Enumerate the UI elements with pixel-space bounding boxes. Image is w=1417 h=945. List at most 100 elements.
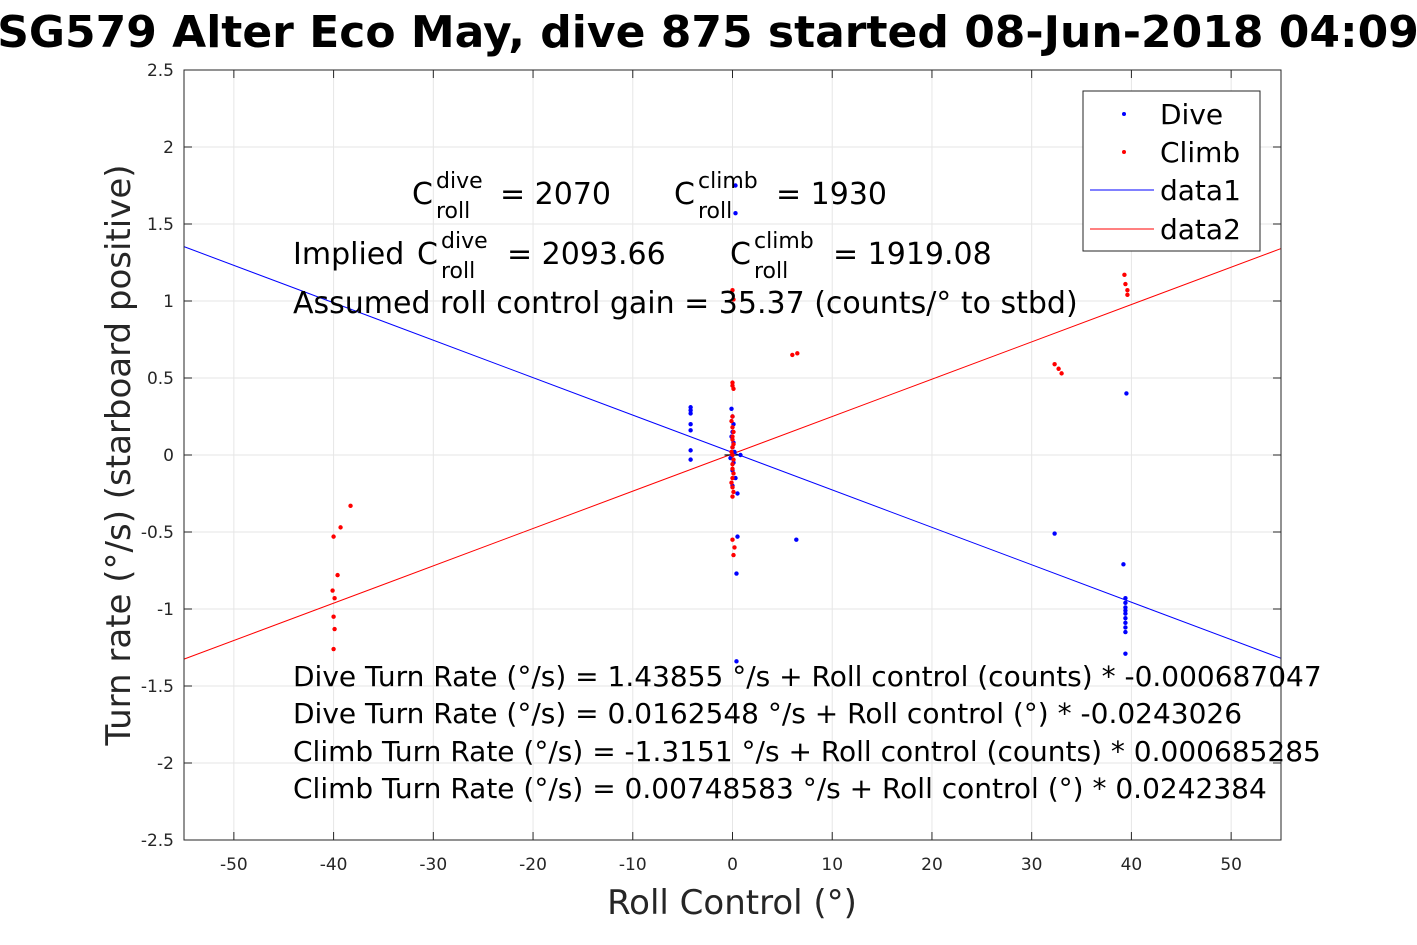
c-roll-dive-annotation: C dive roll = 2070 [412, 169, 611, 224]
x-tick-label: -20 [519, 855, 547, 875]
y-tick-label: 0 [163, 446, 174, 466]
point-climb [731, 386, 736, 391]
y-tick-label: 0.5 [147, 369, 174, 389]
implied-climb-annotation: C climb roll = 1919.08 [730, 229, 992, 284]
legend-marker-dive [1122, 112, 1126, 116]
point-dive [688, 422, 693, 427]
point-dive [794, 537, 799, 542]
point-dive [733, 183, 738, 188]
sup-dive: dive [441, 229, 488, 254]
y-tick-label: -1.5 [141, 677, 174, 697]
point-climb [730, 475, 735, 481]
y-tick-label: -0.5 [141, 523, 174, 543]
point-climb [730, 414, 735, 419]
point-climb [730, 380, 735, 385]
point-dive [1123, 616, 1128, 621]
legend-marker-climb [1122, 150, 1126, 154]
equation-dive-degrees: Dive Turn Rate (°/s) = 0.0162548 °/s + R… [293, 697, 1242, 730]
x-ticks: -50 -40 -30 -20 -10 0 10 20 30 40 50 [220, 70, 1242, 875]
data-points [330, 183, 1130, 664]
sub-roll: roll [754, 259, 788, 284]
x-tick-label: 50 [1220, 855, 1242, 875]
point-dive [1052, 531, 1057, 536]
point-climb [331, 614, 336, 619]
point-climb [1052, 361, 1057, 367]
point-climb [730, 494, 735, 499]
point-dive [1123, 651, 1128, 656]
point-climb [331, 534, 336, 539]
point-climb [1125, 292, 1130, 298]
implied-label: Implied [293, 237, 404, 272]
c-letter: C [730, 237, 751, 272]
point-dive [688, 428, 693, 433]
legend-box [1082, 90, 1261, 252]
sup-climb: climb [754, 229, 814, 254]
point-climb [338, 525, 343, 530]
point-climb [731, 471, 736, 476]
point-climb [1123, 281, 1128, 287]
c-letter: C [412, 177, 433, 212]
x-tick-label: -50 [220, 855, 248, 875]
point-climb [730, 485, 735, 490]
point-dive [1123, 611, 1128, 616]
point-climb [730, 452, 735, 458]
point-climb [332, 596, 337, 601]
chart-title: SG579 Alter Eco May, dive 875 started 08… [0, 7, 1417, 58]
point-dive [1123, 629, 1128, 635]
axes-box [183, 69, 1282, 841]
y-axis-label: Turn rate (°/s) (starboard positive) [99, 164, 139, 746]
point-dive [1123, 596, 1128, 601]
point-climb [731, 457, 736, 462]
x-tick-label: -40 [320, 855, 348, 875]
point-climb [732, 545, 737, 550]
legend-label-dive: Dive [1160, 98, 1223, 131]
legend-label-data1: data1 [1160, 174, 1241, 207]
implied-climb-value: = 1919.08 [833, 237, 992, 272]
y-tick-label: 2.5 [147, 61, 174, 81]
sup-climb: climb [698, 169, 758, 194]
y-ticks: -2.5 -2 -1.5 -1 -0.5 0 0.5 1 1.5 2 2.5 [141, 61, 1281, 851]
point-dive [688, 405, 693, 410]
point-dive [1123, 625, 1128, 630]
x-tick-label: 0 [727, 855, 738, 875]
legend: Dive Climb data1 data2 [1082, 90, 1261, 252]
x-tick-label: -30 [419, 855, 447, 875]
point-dive [734, 571, 739, 576]
point-dive [688, 408, 693, 413]
point-climb [330, 588, 335, 593]
point-climb [731, 489, 736, 495]
point-dive [738, 452, 743, 458]
point-climb [1056, 366, 1061, 371]
point-climb [731, 429, 736, 435]
x-tick-label: -10 [619, 855, 647, 875]
x-tick-label: 10 [821, 855, 843, 875]
c-roll-dive-value: = 2070 [500, 177, 611, 212]
legend-label-data2: data2 [1160, 213, 1241, 246]
x-tick-label: 30 [1021, 855, 1043, 875]
sup-dive: dive [436, 169, 483, 194]
gain-annotation: Assumed roll control gain = 35.37 (count… [293, 286, 1078, 321]
point-dive [1121, 562, 1126, 567]
point-dive [1123, 608, 1128, 613]
c-roll-climb-annotation: C climb roll = 1930 [674, 169, 887, 224]
point-dive [688, 448, 693, 453]
y-tick-label: -2.5 [141, 831, 174, 851]
equation-climb-counts: Climb Turn Rate (°/s) = -1.3151 °/s + Ro… [293, 735, 1321, 768]
equation-dive-counts: Dive Turn Rate (°/s) = 1.43855 °/s + Rol… [293, 660, 1322, 693]
point-climb [1122, 272, 1127, 278]
point-climb [730, 466, 735, 472]
equation-climb-degrees: Climb Turn Rate (°/s) = 0.00748583 °/s +… [293, 772, 1267, 805]
point-climb [795, 351, 800, 356]
point-climb [730, 434, 735, 439]
point-climb [331, 646, 336, 652]
point-climb [730, 437, 735, 442]
point-dive [1123, 620, 1128, 626]
point-dive [729, 406, 734, 411]
point-dive [688, 411, 693, 416]
point-climb [348, 503, 353, 509]
point-dive [1124, 391, 1129, 396]
point-climb [731, 552, 736, 558]
y-tick-label: 1.5 [147, 215, 174, 235]
point-climb [729, 418, 734, 424]
